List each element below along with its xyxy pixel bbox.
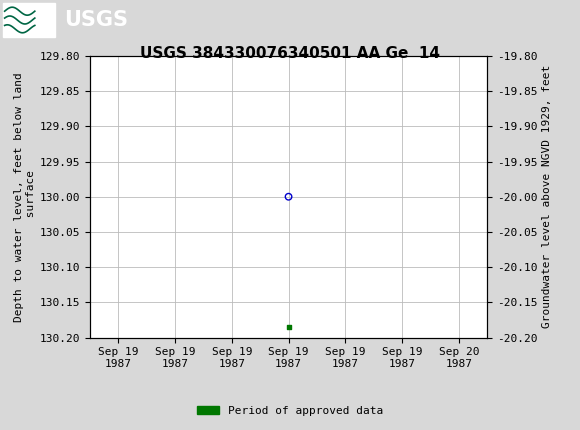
Y-axis label: Groundwater level above NGVD 1929, feet: Groundwater level above NGVD 1929, feet: [542, 65, 552, 329]
Point: [284, 323, 293, 330]
Y-axis label: Depth to water level, feet below land
 surface: Depth to water level, feet below land su…: [14, 72, 35, 322]
Text: USGS 384330076340501 AA Ge  14: USGS 384330076340501 AA Ge 14: [140, 46, 440, 61]
Legend: Period of approved data: Period of approved data: [193, 401, 387, 420]
Point: [284, 194, 293, 200]
FancyBboxPatch shape: [3, 3, 55, 37]
Text: USGS: USGS: [64, 10, 128, 30]
